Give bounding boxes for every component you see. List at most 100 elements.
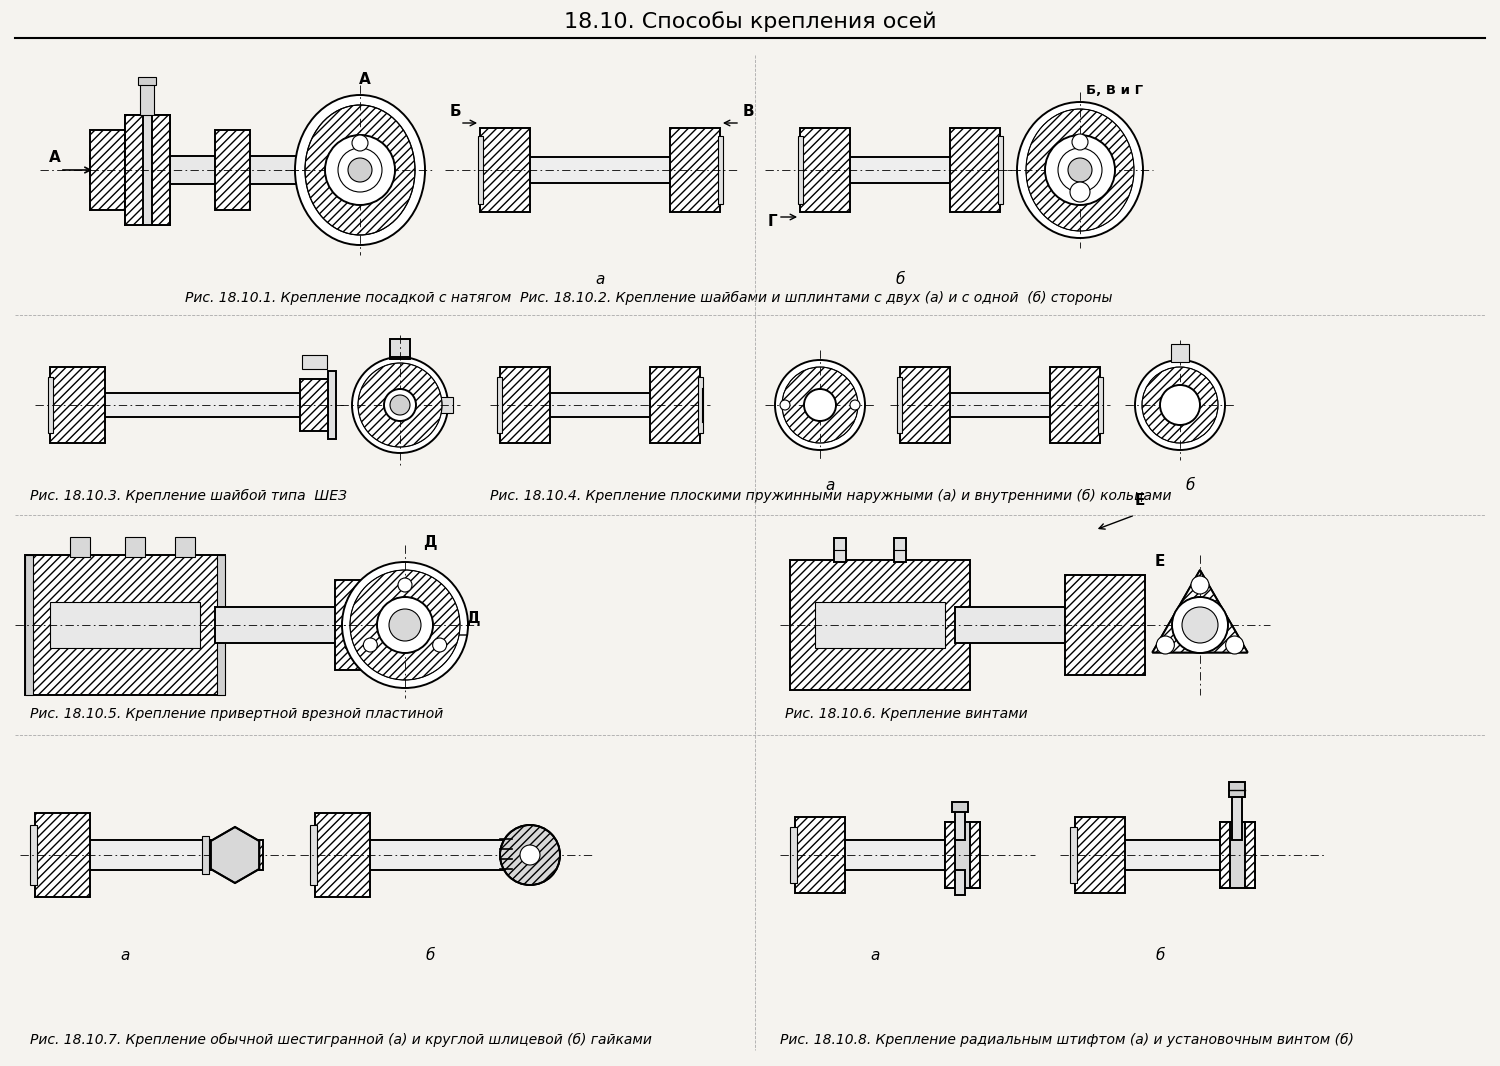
Bar — [1050, 367, 1100, 443]
Bar — [315, 813, 370, 897]
Bar — [795, 840, 975, 870]
Circle shape — [1072, 134, 1088, 150]
Bar — [50, 602, 200, 648]
Text: Б: Б — [448, 104, 460, 119]
Circle shape — [1068, 158, 1092, 182]
Text: а: а — [120, 948, 129, 963]
Bar — [795, 817, 844, 893]
Bar — [50, 393, 330, 417]
Ellipse shape — [304, 104, 416, 235]
Bar — [950, 128, 1000, 212]
Bar — [34, 813, 90, 897]
Bar — [478, 136, 483, 204]
Bar — [48, 377, 52, 433]
Bar — [50, 367, 105, 443]
Bar — [124, 537, 146, 558]
Circle shape — [398, 578, 412, 592]
Bar — [315, 840, 530, 870]
Text: Б, В и Г: Б, В и Г — [1086, 83, 1143, 97]
Circle shape — [804, 389, 836, 421]
Circle shape — [850, 400, 859, 410]
Bar — [956, 810, 964, 840]
Bar — [790, 560, 970, 690]
Circle shape — [500, 825, 560, 885]
Bar — [670, 128, 720, 212]
Bar — [124, 115, 142, 225]
Ellipse shape — [1017, 102, 1143, 238]
Bar — [300, 379, 330, 431]
Bar — [1245, 822, 1256, 888]
Circle shape — [1058, 148, 1102, 192]
Text: б: б — [1155, 948, 1164, 963]
Text: а: а — [870, 948, 879, 963]
Text: В: В — [742, 104, 754, 119]
Bar — [1065, 575, 1144, 675]
Bar — [834, 538, 846, 562]
Text: Г: Г — [766, 214, 777, 229]
Circle shape — [776, 360, 865, 450]
Bar — [900, 367, 950, 443]
Bar — [480, 157, 720, 183]
Bar — [900, 393, 1100, 417]
Text: Рис. 18.10.4. Крепление плоскими пружинными наружными (а) и внутренними (б) коль: Рис. 18.10.4. Крепление плоскими пружинн… — [490, 489, 1172, 503]
Bar — [328, 371, 336, 439]
Bar — [800, 128, 850, 212]
Circle shape — [1142, 367, 1218, 443]
Bar — [70, 537, 90, 558]
Bar — [718, 136, 723, 204]
Bar — [800, 157, 1000, 183]
Bar — [500, 367, 550, 443]
Circle shape — [432, 637, 447, 652]
Bar — [30, 825, 38, 885]
Bar — [1070, 827, 1077, 883]
Bar — [90, 156, 330, 184]
Circle shape — [520, 845, 540, 865]
Bar — [956, 607, 1076, 643]
Bar — [334, 580, 416, 671]
Circle shape — [782, 367, 858, 443]
Bar — [1228, 782, 1245, 797]
Bar — [945, 822, 956, 888]
Bar — [952, 802, 968, 812]
Bar — [496, 377, 502, 433]
Bar — [1098, 377, 1102, 433]
Bar — [1232, 795, 1242, 840]
Bar — [345, 602, 405, 648]
Bar — [956, 870, 964, 895]
Circle shape — [376, 597, 433, 653]
Circle shape — [1226, 636, 1244, 655]
Text: 18.10. Способы крепления осей: 18.10. Способы крепления осей — [564, 12, 936, 32]
Text: Е: Е — [1155, 554, 1166, 569]
Text: Д: Д — [423, 534, 436, 549]
Circle shape — [326, 135, 394, 205]
Bar — [650, 367, 700, 443]
Bar — [152, 115, 170, 225]
Circle shape — [384, 389, 416, 421]
Text: Е: Е — [1136, 492, 1144, 508]
Text: Рис. 18.10.6. Крепление винтами: Рис. 18.10.6. Крепление винтами — [784, 707, 1028, 721]
Circle shape — [350, 570, 460, 680]
Bar — [424, 613, 433, 637]
Bar — [970, 822, 980, 888]
Bar — [420, 605, 450, 645]
Text: Рис. 18.10.7. Крепление обычной шестигранной (а) и круглой шлицевой (б) гайками: Рис. 18.10.7. Крепление обычной шестигра… — [30, 1033, 652, 1047]
Polygon shape — [211, 827, 260, 883]
Bar — [202, 836, 208, 874]
Circle shape — [358, 364, 442, 447]
Text: Рис. 18.10.8. Крепление радиальным штифтом (а) и установочным винтом (б): Рис. 18.10.8. Крепление радиальным штифт… — [780, 1033, 1354, 1047]
Bar — [26, 555, 225, 695]
Text: Рис. 18.10.2. Крепление шайбами и шплинтами с двух (а) и с одной  (б) стороны: Рис. 18.10.2. Крепление шайбами и шплинт… — [520, 291, 1113, 305]
Circle shape — [1160, 385, 1200, 425]
Bar — [390, 339, 410, 359]
Circle shape — [342, 562, 468, 688]
Bar — [217, 555, 225, 695]
Ellipse shape — [1026, 109, 1134, 231]
Bar — [815, 602, 945, 648]
Circle shape — [338, 148, 382, 192]
Bar — [897, 377, 902, 433]
Bar — [1220, 822, 1256, 888]
Bar — [698, 377, 703, 433]
Circle shape — [363, 637, 378, 652]
Circle shape — [388, 609, 422, 641]
Circle shape — [1156, 636, 1174, 655]
